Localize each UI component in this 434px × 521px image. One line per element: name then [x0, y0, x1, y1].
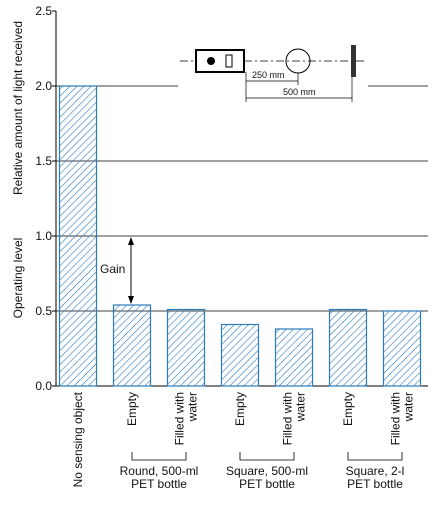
annotation: Gain — [100, 262, 125, 276]
group-label: PET bottle — [239, 477, 295, 491]
setup-diagram: 250 mm 500 mm — [178, 38, 368, 106]
group-label: Square, 500-ml — [226, 464, 308, 478]
bar — [220, 323, 260, 387]
group-label: Round, 500-ml — [120, 464, 199, 478]
sensor-lens — [225, 54, 233, 68]
dim-label: 250 mm — [252, 70, 285, 80]
group-bracket — [131, 452, 187, 461]
y-tick-label: 0.0 — [35, 379, 52, 393]
group-label: Square, 2-l — [346, 464, 405, 478]
x-tick-label: water — [402, 392, 416, 422]
bar — [166, 308, 206, 387]
y-tick-label: 1.5 — [35, 154, 52, 168]
bar — [112, 304, 152, 387]
x-tick-label: Empty — [125, 392, 139, 426]
x-tick-label: Filled with — [281, 392, 295, 445]
group-bracket — [347, 452, 403, 461]
sensor — [195, 49, 245, 73]
group-label: PET bottle — [347, 477, 403, 491]
bar — [58, 85, 98, 387]
y-tick-label: 1.0 — [35, 229, 52, 243]
y-tick-label: 2.0 — [35, 79, 52, 93]
arrow-head — [128, 237, 134, 245]
arrow-head — [128, 296, 134, 304]
x-tick-label: Empty — [233, 392, 247, 426]
y-tick-label: 2.5 — [35, 4, 52, 18]
x-tick-label: No sensing object — [71, 391, 85, 487]
x-tick-label: Empty — [341, 392, 355, 426]
y-axis-title: Relative amount of light received — [11, 21, 25, 195]
x-tick-label: water — [294, 392, 308, 422]
bar — [274, 328, 314, 387]
dim-label: 500 mm — [283, 87, 316, 97]
group-bracket — [239, 452, 295, 461]
y-tick-label: 0.5 — [35, 304, 52, 318]
sensor-dot — [207, 57, 215, 65]
x-tick-label: water — [186, 392, 200, 422]
x-tick-label: Filled with — [173, 392, 187, 445]
x-tick-label: Filled with — [389, 392, 403, 445]
bar — [328, 308, 368, 387]
group-label: PET bottle — [131, 477, 187, 491]
bar — [382, 310, 422, 387]
reflector — [351, 45, 356, 77]
y-axis-title: Operating level — [11, 238, 25, 319]
